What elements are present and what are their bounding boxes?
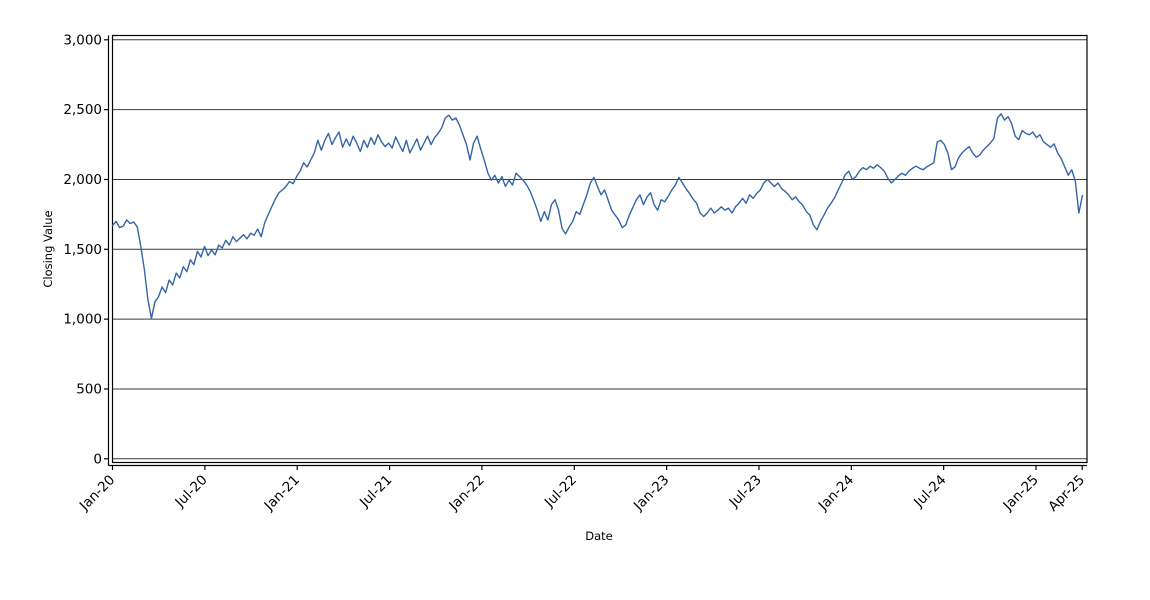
x-tick-label: Jan-24: [815, 472, 857, 514]
plot-border: [111, 34, 1088, 464]
x-tick-label: Jan-23: [630, 472, 672, 514]
y-tick-label: 2,000: [63, 172, 102, 188]
x-tick-label: Jul-22: [541, 472, 580, 511]
y-tick-label: 1,500: [63, 242, 102, 258]
x-tick-label: Jan-22: [445, 472, 487, 514]
y-axis-title: Closing Value: [41, 210, 55, 288]
x-tick-label: Jul-23: [726, 472, 765, 511]
x-tick-label: Jul-21: [356, 472, 395, 511]
y-tick-label: 0: [93, 451, 102, 467]
y-tick-label: 3,000: [63, 32, 102, 48]
y-tick-label: 2,500: [63, 102, 102, 118]
x-tick-label: Apr-25: [1045, 472, 1088, 515]
y-tick-label: 500: [76, 381, 102, 397]
x-tick-label: Jan-21: [261, 472, 303, 514]
closing-value-line-series: [111, 113, 1084, 320]
x-axis-title: Date: [585, 529, 613, 543]
x-tick-label: Jan-20: [76, 472, 118, 514]
x-tick-label: Jul-20: [172, 472, 211, 511]
y-tick-label: 1,000: [63, 312, 102, 328]
x-tick-label: Jul-24: [910, 472, 949, 511]
x-tick-label: Jan-25: [1000, 472, 1042, 514]
